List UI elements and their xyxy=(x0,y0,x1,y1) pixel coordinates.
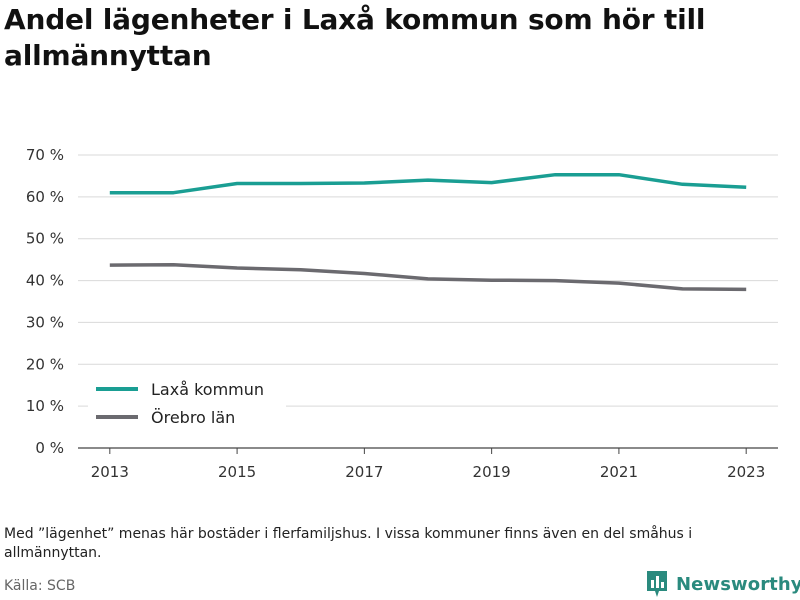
y-tick-label: 70 % xyxy=(26,146,64,164)
y-tick-label: 20 % xyxy=(26,355,64,373)
y-tick-label: 40 % xyxy=(26,272,64,290)
y-tick-label: 30 % xyxy=(26,313,64,331)
y-tick-label: 10 % xyxy=(26,397,64,415)
series-lines xyxy=(109,172,747,292)
legend-label: Laxå kommun xyxy=(151,380,264,399)
x-tick-label: 2021 xyxy=(600,463,638,481)
x-tick-label: 2013 xyxy=(91,463,129,481)
line-chart: 0 % 10 % 20 % 30 % 40 % 50 % 60 % 70 % 2013 2015… xyxy=(26,146,778,481)
source-text: Källa: SCB xyxy=(4,578,76,594)
newsworthy-icon xyxy=(647,571,667,597)
gridlines xyxy=(78,154,778,449)
chart-title: Andel lägenheter i Laxå kommun som hör t… xyxy=(4,3,706,72)
series-line-1 xyxy=(109,172,747,195)
legend-background xyxy=(88,374,286,434)
x-tick-label: 2019 xyxy=(473,463,511,481)
legend: Laxå kommun Örebro län xyxy=(88,374,286,434)
x-axis: 2013 2015 2017 2019 2021 2023 xyxy=(91,448,765,481)
y-tick-label: 0 % xyxy=(35,439,64,457)
legend-label: Örebro län xyxy=(151,408,235,427)
x-tick-label: 2017 xyxy=(345,463,383,481)
footnote: Med ”lägenhet” menas här bostäder i fler… xyxy=(4,526,693,561)
y-tick-label: 60 % xyxy=(26,188,64,206)
x-tick-label: 2023 xyxy=(727,463,765,481)
x-tick-label: 2015 xyxy=(218,463,256,481)
y-axis: 0 % 10 % 20 % 30 % 40 % 50 % 60 % 70 % xyxy=(26,146,64,457)
y-tick-label: 50 % xyxy=(26,230,64,248)
newsworthy-logo[interactable]: Newsworthy xyxy=(645,568,800,600)
series-line-2 xyxy=(109,262,747,292)
brand-name: Newsworthy xyxy=(676,573,800,595)
